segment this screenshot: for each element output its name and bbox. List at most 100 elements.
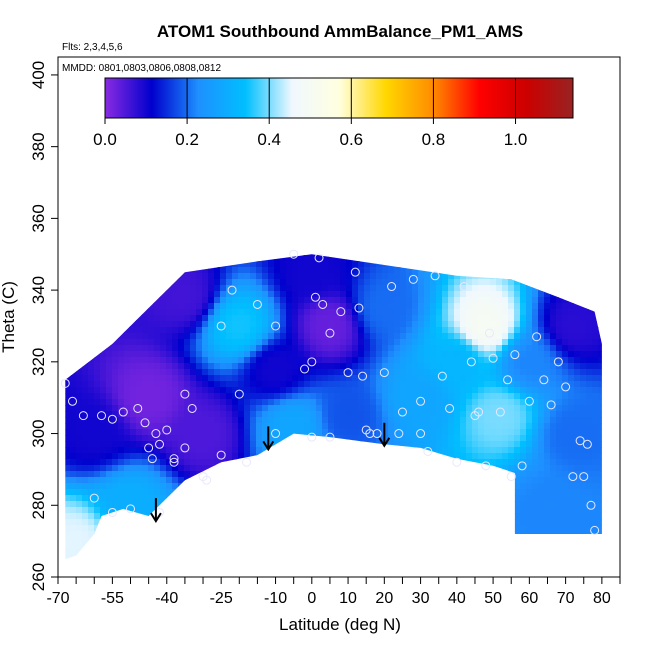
heatmap-cell <box>124 423 131 430</box>
heatmap-cell <box>82 339 89 346</box>
heatmap-cell <box>364 254 371 256</box>
heatmap-cell <box>148 417 155 424</box>
heatmap-cell <box>454 501 461 508</box>
heatmap-cell <box>538 405 545 412</box>
heatmap-cell <box>196 254 203 256</box>
heatmap-cell <box>316 225 323 232</box>
heatmap-cell <box>58 519 65 526</box>
heatmap-cell <box>448 327 455 334</box>
heatmap-cell <box>118 495 125 502</box>
heatmap-cell <box>484 237 491 244</box>
heatmap-cell <box>484 351 491 358</box>
heatmap-cell <box>292 261 299 268</box>
heatmap-cell <box>268 435 275 442</box>
heatmap-cell <box>70 489 77 496</box>
heatmap-cell <box>334 543 341 550</box>
heatmap-cell <box>214 393 221 400</box>
heatmap-cell <box>436 489 443 496</box>
heatmap-cell <box>256 555 263 560</box>
heatmap-cell <box>298 417 305 424</box>
heatmap-cell <box>370 255 377 262</box>
heatmap-cell <box>406 231 413 238</box>
heatmap-cell <box>412 561 419 568</box>
heatmap-cell <box>154 261 161 268</box>
heatmap-cell <box>370 423 377 430</box>
heatmap-cell <box>232 357 239 364</box>
heatmap-cell <box>466 507 473 514</box>
heatmap-cell <box>502 447 509 454</box>
heatmap-cell <box>130 459 137 466</box>
heatmap-cell <box>520 273 527 280</box>
heatmap-cell <box>406 345 413 352</box>
heatmap-cell <box>202 315 209 322</box>
heatmap-cell <box>328 573 335 580</box>
heatmap-cell <box>496 243 503 250</box>
heatmap-cell <box>466 501 473 508</box>
heatmap-cell <box>352 441 359 448</box>
heatmap-cell <box>244 525 251 532</box>
heatmap-cell <box>304 297 311 304</box>
heatmap-cell <box>400 369 407 376</box>
heatmap-cell <box>442 285 449 292</box>
heatmap-cell <box>520 279 527 286</box>
heatmap-cell <box>184 363 191 370</box>
heatmap-cell <box>328 303 335 310</box>
heatmap-cell <box>208 411 215 418</box>
heatmap-cell <box>250 399 257 406</box>
heatmap-cell <box>376 477 383 484</box>
heatmap-cell <box>472 423 479 430</box>
heatmap-cell <box>412 339 419 346</box>
heatmap-cell <box>88 531 95 538</box>
heatmap-cell <box>478 561 485 568</box>
heatmap-cell <box>316 267 323 274</box>
heatmap-cell <box>382 393 389 400</box>
heatmap-cell <box>100 357 107 364</box>
heatmap-cell <box>148 315 155 322</box>
heatmap-cell <box>436 339 443 346</box>
heatmap-cell <box>100 495 107 502</box>
heatmap-cell <box>148 423 155 430</box>
heatmap-cell <box>304 285 311 292</box>
heatmap-cell <box>232 207 239 214</box>
heatmap-cell <box>370 453 377 460</box>
heatmap-cell <box>238 543 245 550</box>
heatmap-cell <box>238 441 245 448</box>
heatmap-cell <box>274 519 281 526</box>
heatmap-cell <box>412 297 419 304</box>
heatmap-cell <box>496 495 503 502</box>
heatmap-cell <box>76 441 83 448</box>
heatmap-cell <box>166 429 173 436</box>
heatmap-cell <box>136 339 143 346</box>
heatmap-cell <box>148 525 155 532</box>
heatmap-cell <box>448 321 455 328</box>
heatmap-cell <box>124 393 131 400</box>
heatmap-cell <box>280 261 287 268</box>
heatmap-cell <box>262 315 269 322</box>
heatmap-cell <box>496 489 503 496</box>
heatmap-cell <box>238 507 245 514</box>
heatmap-cell <box>286 561 293 568</box>
heatmap-cell <box>106 261 113 268</box>
heatmap-cell <box>250 375 257 382</box>
heatmap-cell <box>490 531 497 538</box>
heatmap-cell <box>406 321 413 328</box>
heatmap-cell <box>340 453 347 460</box>
heatmap-cell <box>496 543 503 550</box>
heatmap-cell <box>526 471 533 478</box>
heatmap-cell <box>184 273 191 280</box>
heatmap-cell <box>322 447 329 454</box>
heatmap-cell <box>160 267 167 274</box>
heatmap-cell <box>346 297 353 304</box>
heatmap-cell <box>538 219 545 226</box>
heatmap-cell <box>526 483 533 490</box>
heatmap-cell <box>388 507 395 514</box>
heatmap-cell <box>190 291 197 298</box>
heatmap-cell <box>460 225 467 232</box>
heatmap-cell <box>202 447 209 454</box>
heatmap-cell <box>220 285 227 292</box>
heatmap-cell <box>58 309 65 316</box>
heatmap-cell <box>82 297 89 304</box>
heatmap-cell <box>520 507 527 514</box>
heatmap-cell <box>238 567 245 574</box>
heatmap-cell <box>358 231 365 238</box>
